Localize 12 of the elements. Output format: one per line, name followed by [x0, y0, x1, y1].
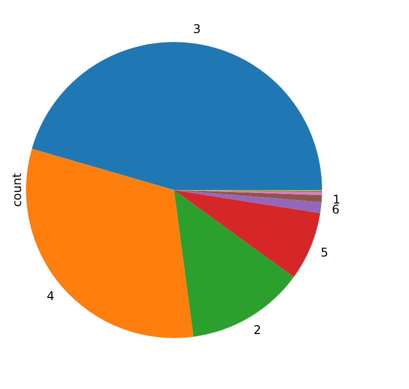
slice-label: 3 [193, 22, 201, 36]
slice-label: 2 [253, 322, 262, 337]
pie-slice [32, 42, 322, 190]
pie-slice [26, 148, 194, 338]
slice-label: 4 [46, 289, 54, 304]
pie-slice [174, 190, 320, 277]
slice-label: 5 [320, 245, 328, 260]
slice-label: 6 [332, 202, 340, 216]
pie-slice [174, 190, 322, 202]
pie-slice [174, 190, 294, 337]
text: count [10, 172, 24, 207]
pie-slice [174, 190, 322, 214]
